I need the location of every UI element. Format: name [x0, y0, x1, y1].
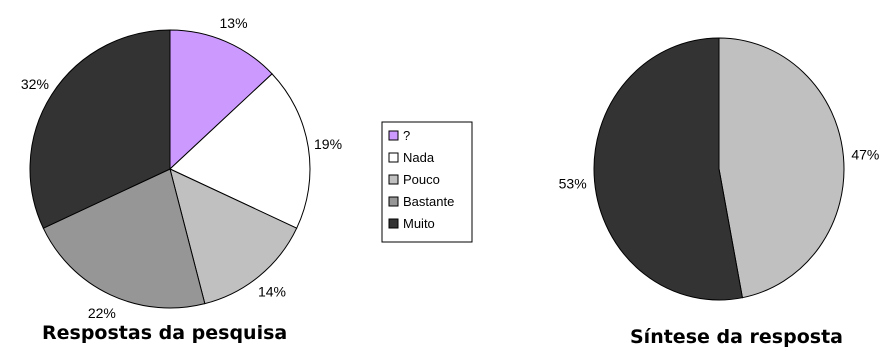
respostas-label-4: 32% [21, 76, 49, 92]
legend-swatch-1 [388, 152, 399, 163]
chart-title-respostas: Respostas da pesquisa [42, 322, 287, 344]
sintese-slice-0 [718, 37, 845, 299]
respostas-slice-0 [169, 29, 273, 171]
legend-swatch-4 [388, 218, 399, 229]
legend-swatch-3 [388, 196, 399, 207]
legend: ? Nada Pouco Bastante Muito [381, 121, 473, 243]
pie-labels-sintese: 47% 53% [559, 147, 880, 192]
sintese-label-0: 47% [851, 147, 879, 163]
respostas-label-1: 19% [314, 136, 342, 152]
legend-swatch-2 [388, 174, 399, 185]
respostas-label-2: 14% [258, 284, 286, 300]
respostas-slice-3 [42, 168, 206, 309]
pie-chart-sintese [593, 37, 845, 301]
legend-label-0: ? [403, 128, 410, 143]
respostas-slice-1 [169, 73, 311, 229]
sintese-label-1: 53% [559, 175, 587, 191]
legend-label-2: Pouco [403, 172, 440, 187]
chart-title-sintese: Síntese da resposta [630, 326, 843, 347]
respostas-label-0: 13% [220, 15, 248, 31]
pie-chart-respostas [29, 29, 311, 309]
legend-label-3: Bastante [403, 194, 454, 209]
respostas-slice-4 [29, 29, 171, 229]
sintese-slice-1 [593, 37, 744, 301]
pie-labels-respostas: 13% 19% 14% 22% 32% [21, 15, 342, 321]
legend-label-4: Muito [403, 216, 435, 231]
respostas-slice-2 [169, 168, 298, 305]
legend-swatch-0 [388, 130, 399, 141]
respostas-label-3: 22% [88, 305, 116, 321]
legend-label-1: Nada [403, 150, 435, 165]
